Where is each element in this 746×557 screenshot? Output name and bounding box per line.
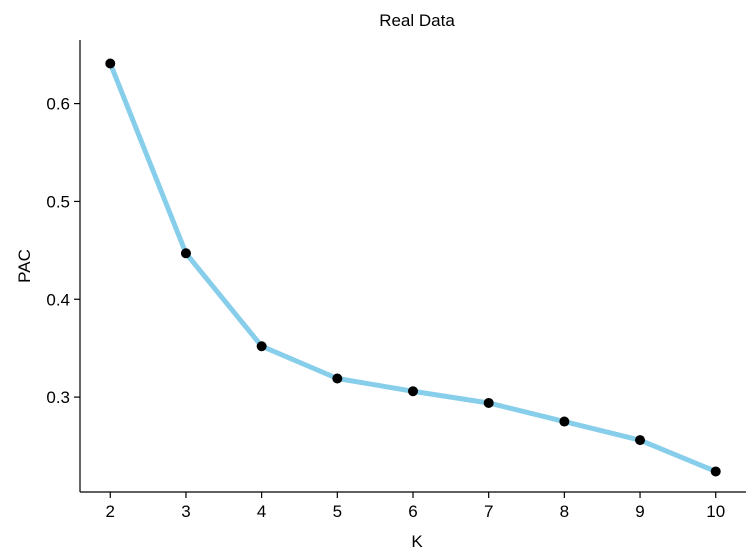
y-tick-label: 0.3	[46, 388, 70, 407]
series-line	[107, 60, 719, 474]
x-tick-label: 6	[408, 502, 417, 521]
data-point	[180, 248, 191, 259]
data-point	[105, 58, 116, 69]
data-point	[408, 386, 418, 397]
x-tick-label: 7	[484, 502, 493, 521]
y-tick-label: 0.5	[46, 192, 70, 211]
data-point	[483, 397, 494, 408]
x-tick-label: 10	[706, 502, 725, 521]
x-tick-label: 2	[106, 502, 115, 521]
chart-title: Real Data	[379, 11, 455, 30]
x-tick-label: 3	[181, 502, 190, 521]
x-tick-label: 8	[560, 502, 569, 521]
data-point	[635, 435, 646, 446]
axes	[79, 40, 746, 493]
x-tick-label: 9	[635, 502, 644, 521]
x-axis-title: K	[411, 532, 423, 551]
data-point	[710, 466, 721, 477]
data-point	[332, 373, 343, 384]
data-point	[559, 416, 570, 427]
y-tick-label: 0.4	[46, 290, 70, 309]
x-tick-label: 5	[333, 502, 342, 521]
points-layer	[105, 58, 721, 477]
y-axis-title: PAC	[15, 249, 34, 283]
y-ticks: 0.3 0.4 0.5 0.6	[46, 95, 80, 407]
x-tick-label: 4	[257, 502, 266, 521]
y-tick-label: 0.6	[46, 95, 70, 114]
x-ticks: 2 3 4 5 6 7 8 9 10	[106, 492, 725, 521]
series-layer	[107, 60, 719, 474]
data-point	[256, 341, 267, 352]
